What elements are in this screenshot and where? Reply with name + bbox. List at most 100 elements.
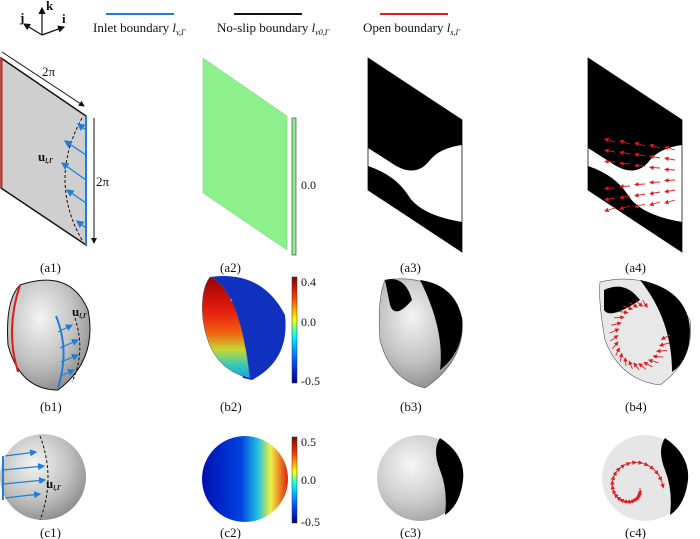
flow-arrow	[615, 347, 620, 356]
dim-side: 2π	[96, 174, 110, 189]
flow-arrow	[610, 335, 619, 342]
panel-label: (c2)	[220, 525, 241, 539]
flow-arrow	[609, 328, 620, 334]
colorbar-tick: -0.5	[301, 515, 320, 529]
panel-label: (b3)	[400, 399, 422, 414]
legend-noslip: No-slip boundary lv0,Γ	[217, 20, 330, 37]
panel-label: (b2)	[220, 399, 242, 414]
flow-arrow	[611, 321, 622, 326]
panel-c4: (c4)	[602, 435, 689, 539]
flow-arrow	[664, 199, 676, 205]
panel-label: (a3)	[400, 260, 421, 275]
panel-label: (c3)	[400, 525, 421, 539]
panel-a1: 2π 2π ul,Γ (a1)	[0, 51, 110, 275]
panel-c3: (c3)	[377, 435, 464, 539]
colorbar-tick: 0.5	[301, 435, 316, 449]
axis-i-label: i	[62, 11, 66, 26]
flow-arrow	[628, 301, 638, 308]
flow-arrow	[653, 468, 659, 475]
flow-arrow	[660, 334, 671, 340]
flow-arrow	[623, 462, 631, 467]
flow-arrow	[635, 460, 643, 465]
flow-arrow	[623, 357, 628, 367]
vector-label: ul,Γ	[46, 476, 62, 492]
flow-arrow	[604, 186, 616, 191]
flow-arrow	[604, 207, 616, 213]
flow-arrow	[633, 362, 640, 371]
legend-open: Open boundary ls,Γ	[363, 20, 461, 37]
flow-arrow	[658, 342, 670, 347]
flow-arrow	[634, 152, 646, 158]
flow-arrow	[619, 184, 631, 189]
flow-arrow	[664, 167, 676, 172]
flow-arrow	[634, 192, 646, 198]
flow-arrow	[604, 196, 616, 202]
flow-arrow	[619, 161, 631, 166]
flow-arrow	[649, 190, 661, 196]
colorbar	[291, 276, 298, 384]
colorbar-tick: 0.0	[301, 178, 316, 192]
panel-label: (b4)	[625, 399, 647, 414]
flow-arrow	[664, 145, 676, 151]
flow-arrow	[628, 460, 637, 465]
panel-b2: 0.4 0.0 -0.5 (b2)	[202, 275, 320, 414]
flow-arrow	[656, 348, 667, 354]
flow-arrow	[618, 352, 624, 362]
flow-arrow	[664, 156, 676, 162]
flow-arrow	[647, 464, 655, 470]
flow-arrow	[664, 178, 676, 183]
colorbar-tick: 0.4	[301, 275, 316, 289]
panel-b3: (b3)	[378, 278, 463, 414]
colorbar-tick: -0.5	[301, 374, 320, 388]
flow-arrow	[643, 362, 653, 368]
legend-inlet: Inlet boundary lv,Γ	[93, 20, 186, 37]
panel-label: (a2)	[220, 260, 241, 275]
flow-arrow	[649, 143, 661, 149]
flow-arrow	[634, 203, 646, 209]
flow-arrow	[648, 358, 659, 364]
panel-label: (c1)	[40, 525, 61, 539]
axis-j-label: j	[19, 10, 24, 25]
flow-arrow	[660, 480, 665, 489]
panel-c1: ul,Γ (c1)	[0, 434, 86, 539]
flow-arrow	[641, 461, 649, 467]
flow-arrow	[649, 165, 661, 170]
flow-arrow	[664, 188, 676, 194]
flow-arrow	[642, 299, 648, 308]
dim-top: 2π	[42, 64, 56, 79]
flow-arrow	[649, 201, 661, 207]
vector-label: ul,Γ	[72, 304, 88, 320]
axis-k-label: k	[46, 0, 54, 13]
flow-arrow	[652, 354, 664, 359]
colorbar	[291, 117, 297, 256]
flow-arrow	[619, 139, 631, 145]
flow-arrow	[619, 194, 631, 200]
flow-arrow	[612, 341, 619, 349]
panel-label: (a4)	[625, 260, 646, 275]
colorbar-tick: 0.0	[301, 473, 316, 487]
axes-triad: k j i	[19, 0, 66, 36]
flow-arrow	[604, 137, 616, 143]
flow-arrow	[634, 163, 646, 168]
panel-b4: (b4)	[599, 278, 691, 414]
flow-arrow	[635, 300, 643, 308]
vector-label: ul,Γ	[38, 149, 54, 165]
flow-arrow	[619, 150, 631, 156]
flow-arrow	[657, 474, 662, 482]
colorbar-tick: 0.0	[301, 315, 316, 329]
panel-label: (a1)	[40, 260, 61, 275]
legend: Inlet boundary lv,Γ No-slip boundary lv0…	[93, 13, 461, 37]
panel-label: (c4)	[625, 525, 646, 539]
panel-a3: (a3)	[367, 57, 463, 275]
flow-arrow	[619, 205, 631, 211]
flow-arrow	[628, 360, 633, 370]
panel-c2: 0.5 0.0 -0.5 (c2)	[202, 435, 320, 539]
panel-label: (b1)	[40, 399, 62, 414]
flow-arrow	[649, 154, 661, 160]
flow-arrow	[634, 182, 646, 187]
flow-arrow	[638, 362, 647, 370]
flow-arrow	[604, 148, 616, 154]
panel-b1: ul,Γ (b1)	[7, 279, 91, 414]
flow-arrow	[649, 180, 661, 185]
